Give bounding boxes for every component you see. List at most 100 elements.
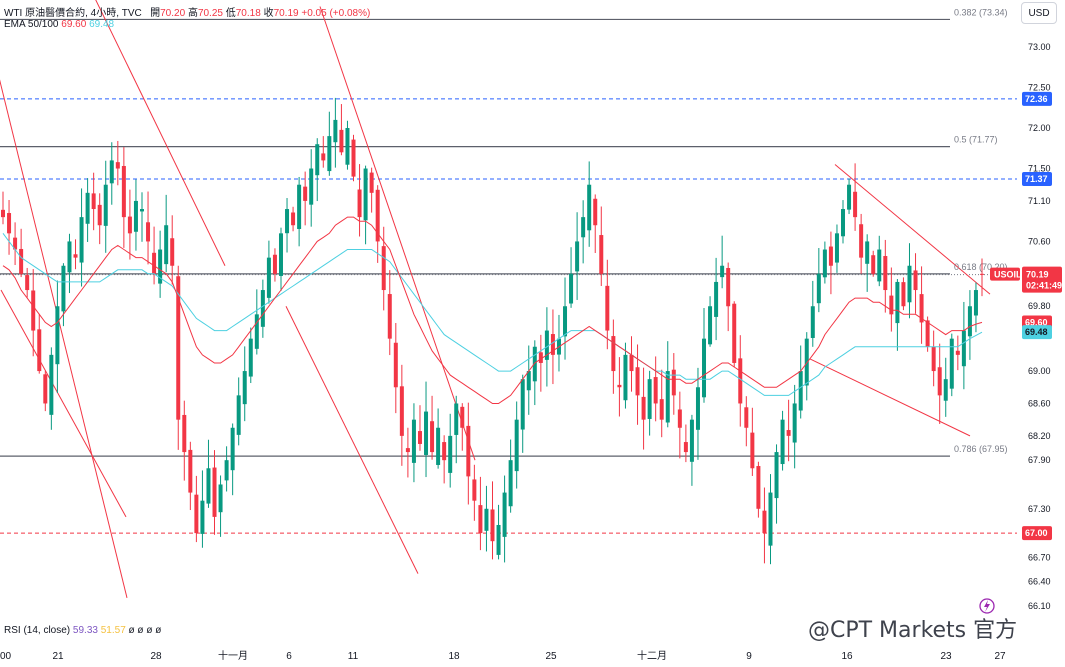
candle bbox=[502, 475, 507, 563]
price-tick: 66.10 bbox=[1028, 601, 1051, 611]
candle bbox=[780, 410, 785, 471]
candle bbox=[702, 308, 707, 403]
ohlc-legend: WTI 原油醫價合約, 4小時, TVC 開70.20 高70.25 低70.1… bbox=[4, 4, 370, 19]
countdown: 02:41:49 bbox=[1026, 281, 1062, 291]
candle bbox=[206, 439, 211, 508]
candle bbox=[532, 340, 537, 406]
time-tick: 21 bbox=[52, 651, 64, 662]
candle bbox=[859, 213, 864, 274]
candle bbox=[170, 215, 175, 285]
candle bbox=[720, 235, 725, 289]
price-tag-value: 69.48 bbox=[1025, 327, 1048, 337]
candle bbox=[454, 395, 459, 464]
candle bbox=[895, 279, 900, 351]
candle bbox=[333, 97, 338, 168]
candle bbox=[345, 120, 350, 170]
price-axis[interactable]: 73.00 72.50 72.00 71.50 71.10 70.60 69.80 69.00… bbox=[1028, 42, 1051, 611]
candle bbox=[726, 262, 731, 332]
candle bbox=[61, 263, 66, 327]
candle bbox=[526, 345, 531, 415]
currency-button[interactable]: USD bbox=[1021, 2, 1057, 24]
trendline-5 bbox=[834, 164, 991, 295]
candle bbox=[411, 403, 416, 483]
price-tick: 68.60 bbox=[1028, 398, 1051, 408]
candle bbox=[272, 248, 277, 282]
time-tick: 23 bbox=[940, 651, 952, 662]
candle bbox=[671, 353, 676, 415]
candle bbox=[266, 240, 271, 304]
price-tag-value: 71.37 bbox=[1025, 174, 1048, 184]
price-tick: 73.00 bbox=[1028, 42, 1051, 52]
candle bbox=[647, 370, 652, 436]
candle bbox=[750, 407, 755, 476]
candle bbox=[822, 241, 827, 284]
price-tick: 66.40 bbox=[1028, 577, 1051, 587]
fib-labels: 0.382 (73.34) 0.5 (71.77) 0.618 (70.20) 0.7… bbox=[954, 7, 1008, 454]
candle bbox=[1, 191, 5, 225]
candle bbox=[581, 200, 586, 264]
trendline-4 bbox=[319, 6, 476, 461]
ema-legend[interactable]: EMA 50/100 69.60 69.48 bbox=[4, 19, 114, 30]
candle bbox=[949, 333, 954, 397]
candle bbox=[357, 164, 362, 237]
price-tag-blue: 71.37 bbox=[1022, 172, 1052, 187]
candle bbox=[212, 450, 217, 535]
candle bbox=[224, 446, 229, 492]
candle bbox=[810, 280, 815, 347]
candle bbox=[399, 364, 404, 466]
candle bbox=[593, 194, 598, 253]
candle bbox=[285, 198, 290, 253]
candle bbox=[55, 280, 60, 393]
high-label: 高 bbox=[187, 8, 198, 19]
candle bbox=[375, 185, 380, 263]
time-tick: 十二月 bbox=[637, 649, 667, 662]
candle bbox=[744, 396, 749, 447]
candle bbox=[393, 322, 398, 414]
candle bbox=[164, 194, 169, 273]
candle bbox=[980, 258, 984, 297]
candle bbox=[430, 395, 435, 460]
candle bbox=[91, 172, 96, 231]
rsi-ma-value: 51.57 bbox=[100, 625, 126, 636]
candle bbox=[309, 149, 314, 227]
candle bbox=[816, 248, 821, 313]
price-tick: 68.20 bbox=[1028, 431, 1051, 441]
candle bbox=[321, 136, 326, 168]
candle bbox=[514, 401, 519, 489]
ema100-value: 69.48 bbox=[89, 19, 115, 30]
time-tick: 18 bbox=[448, 651, 460, 662]
time-tick: 00 bbox=[0, 651, 12, 662]
candle bbox=[109, 142, 114, 205]
candle bbox=[617, 357, 622, 417]
trendline-2 bbox=[95, 0, 226, 266]
candle bbox=[260, 279, 265, 338]
time-axis[interactable]: 00 21 28 十一月 6 11 18 25 十二月 9 16 23 27 bbox=[0, 649, 1006, 662]
candle bbox=[139, 192, 144, 242]
rsi-legend[interactable]: RSI (14, close) 59.33 51.57 ø ø ø ø bbox=[4, 625, 161, 636]
candle bbox=[587, 161, 592, 247]
candle bbox=[623, 342, 628, 409]
candle bbox=[188, 441, 193, 511]
price-tag-value: 69.60 bbox=[1025, 317, 1048, 327]
candle bbox=[714, 257, 719, 341]
candle bbox=[79, 188, 84, 287]
close-value: 70.19 bbox=[273, 8, 299, 19]
candle bbox=[37, 313, 42, 374]
fib-label-2: 0.618 (70.20) bbox=[954, 262, 1008, 272]
lightning-icon[interactable] bbox=[979, 598, 995, 614]
price-tick: 72.00 bbox=[1028, 123, 1051, 133]
low-value: 70.18 bbox=[235, 8, 261, 19]
candle bbox=[19, 228, 24, 278]
candle bbox=[550, 309, 555, 385]
candle bbox=[297, 176, 302, 247]
open-label: 開 bbox=[150, 8, 161, 19]
candle bbox=[943, 357, 948, 417]
candle bbox=[508, 439, 513, 513]
candle bbox=[369, 167, 374, 213]
candle bbox=[152, 226, 157, 285]
candle bbox=[25, 267, 30, 298]
candle bbox=[834, 224, 839, 273]
rsi-label: RSI (14, close) bbox=[4, 625, 71, 636]
